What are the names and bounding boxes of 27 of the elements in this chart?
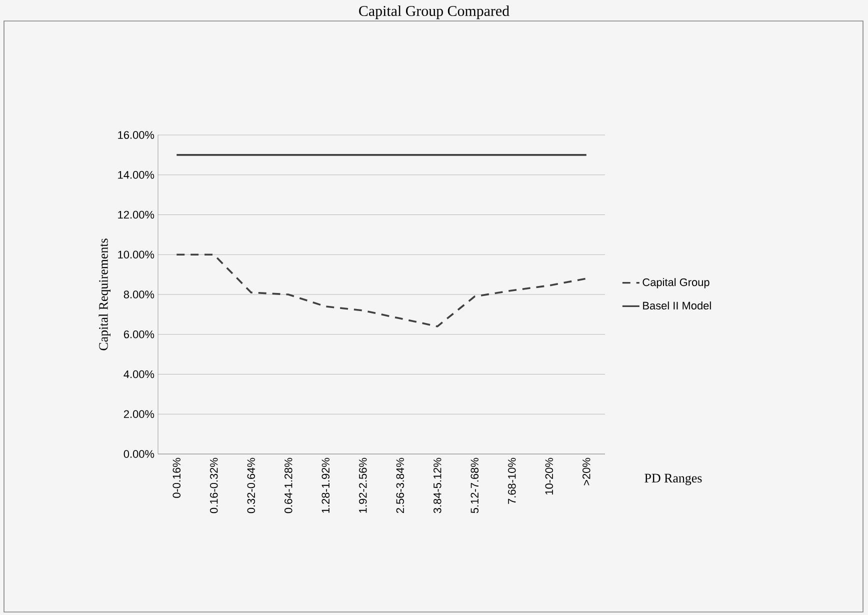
y-axis-title: Capital Requirements — [98, 238, 110, 350]
x-axis-title: PD Ranges — [644, 474, 702, 486]
x-tick-label: 1.28-1.92% — [322, 458, 330, 513]
y-tick-label: 10.00% — [118, 250, 154, 259]
x-tick-label: 2.56-3.84% — [396, 458, 404, 514]
y-tick-label: 12.00% — [118, 210, 154, 219]
x-tick-label: 0.16-0.32% — [210, 458, 218, 514]
y-tick-label: 4.00% — [124, 370, 154, 378]
x-tick-label: >20% — [582, 458, 590, 486]
x-tick-label: 3.84-5.12% — [434, 458, 442, 514]
legend-label: Capital Group — [642, 278, 710, 288]
x-tick-label: 0-0.16% — [172, 458, 181, 498]
chart-title: Capital Group Compared — [359, 6, 510, 20]
y-tick-label: 6.00% — [124, 330, 154, 338]
y-tick-label: 14.00% — [118, 171, 154, 179]
x-tick-label: 5.12-7.68% — [470, 458, 479, 514]
y-tick-label: 8.00% — [124, 290, 154, 298]
y-tick-label: 2.00% — [124, 410, 154, 418]
line-series — [176, 254, 588, 328]
x-tick-label: 1.92-2.56% — [359, 458, 367, 513]
legend-label: Basel II Model — [643, 301, 711, 310]
x-tick-label: 10-20% — [545, 458, 554, 494]
x-tick-label: 0.64-1.28% — [284, 458, 292, 514]
y-tick-label: 16.00% — [118, 131, 154, 139]
x-tick-label: 0.32-0.64% — [247, 458, 256, 514]
x-tick-label: 7.68-10% — [508, 458, 516, 504]
y-tick-label: 0.00% — [124, 450, 154, 458]
